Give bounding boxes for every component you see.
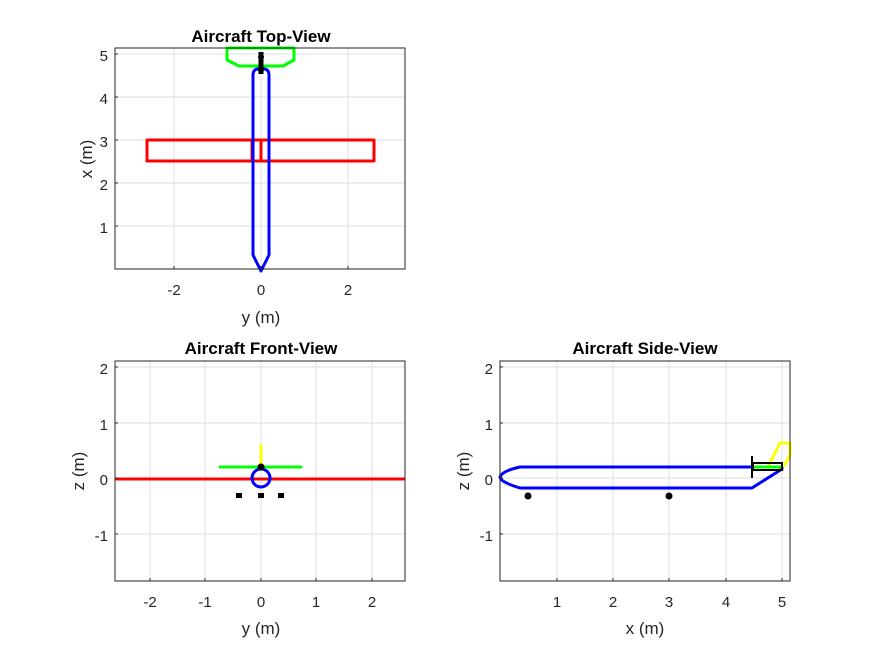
side-view-xlabel: x (m) (626, 619, 665, 638)
side-view-xtick-labels: 1 2 3 4 5 (553, 594, 786, 611)
xtick-label: 2 (609, 594, 617, 611)
side-view-title: Aircraft Side-View (572, 339, 718, 358)
front-view-ylabel: z (m) (69, 452, 88, 491)
ytick-label: 3 (100, 134, 108, 151)
ytick-label: -1 (95, 528, 108, 545)
front-view-axes: -2 -1 0 1 2 2 1 0 -1 Aircraft Front-View… (69, 339, 406, 638)
ytick-label: 2 (100, 361, 108, 378)
ytick-label: 0 (100, 472, 108, 489)
front-view-xlabel: y (m) (242, 619, 281, 638)
top-view-axes: -2 0 2 1 2 3 4 5 Aircraft Top-View y (m)… (77, 27, 406, 327)
front-view-grid (115, 361, 405, 581)
front-view-ytick-labels: 2 1 0 -1 (95, 361, 108, 545)
side-view-tickmarks (500, 366, 783, 581)
ytick-label: -1 (480, 528, 493, 545)
front-view-tickmarks (115, 366, 373, 581)
top-view-tail-marker (258, 52, 264, 74)
xtick-label: -1 (198, 594, 211, 611)
ytick-label: 1 (100, 220, 108, 237)
xtick-label: 1 (553, 594, 561, 611)
xtick-label: 2 (368, 594, 376, 611)
side-view-ytick-labels: 2 1 0 -1 (480, 361, 493, 545)
top-view-ytick-labels: 1 2 3 4 5 (100, 48, 108, 237)
top-view-fuselage (251, 67, 271, 273)
side-view-frame (499, 360, 791, 582)
front-view-landing-gear (236, 493, 284, 498)
xtick-label: 4 (722, 594, 730, 611)
ytick-label: 1 (100, 417, 108, 434)
top-view-xtick-labels: -2 0 2 (167, 282, 352, 299)
top-view-xlabel: y (m) (242, 308, 281, 327)
front-view-xtick-labels: -2 -1 0 1 2 (143, 594, 376, 611)
ytick-label: 4 (100, 91, 108, 108)
side-view-axes: 1 2 3 4 5 2 1 0 -1 Aircraft Side-View x … (454, 339, 792, 638)
xtick-label: 0 (257, 594, 265, 611)
front-view-tail-marker (257, 463, 265, 471)
ytick-label: 0 (485, 472, 493, 489)
xtick-label: 1 (312, 594, 320, 611)
xtick-label: -2 (143, 594, 156, 611)
side-view-tail-marker (751, 456, 783, 478)
xtick-label: 5 (778, 594, 786, 611)
side-view-ylabel: z (m) (454, 452, 473, 491)
xtick-label: 3 (665, 594, 673, 611)
side-view-grid (500, 361, 790, 581)
top-view-tickmarks (115, 53, 349, 269)
front-view-plot-area (115, 361, 405, 581)
ytick-label: 1 (485, 417, 493, 434)
side-view-plot-area (500, 361, 790, 581)
xtick-label: 0 (257, 282, 265, 299)
ytick-label: 5 (100, 48, 108, 65)
xtick-label: 2 (344, 282, 352, 299)
top-view-ylabel: x (m) (77, 140, 96, 179)
top-view-title: Aircraft Top-View (191, 27, 331, 46)
front-view-frame (114, 360, 406, 582)
front-view-title: Aircraft Front-View (185, 339, 338, 358)
xtick-label: -2 (167, 282, 180, 299)
top-view-frame (114, 47, 406, 270)
ytick-label: 2 (100, 177, 108, 194)
side-view-landing-gear (524, 492, 673, 500)
ytick-label: 2 (485, 361, 493, 378)
